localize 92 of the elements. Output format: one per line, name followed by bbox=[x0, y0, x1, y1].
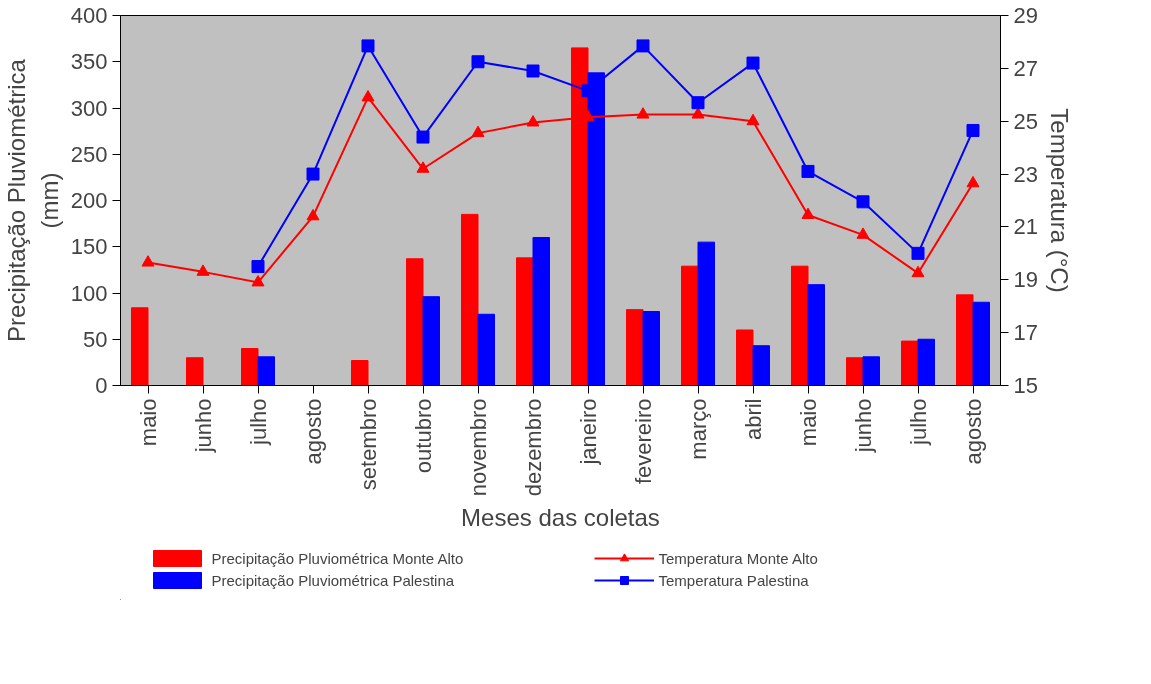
bar bbox=[846, 357, 864, 386]
bar bbox=[791, 265, 809, 386]
x-tick-label: julho bbox=[905, 398, 931, 446]
x-axis-title: Meses das coletas bbox=[461, 504, 660, 532]
y-axis-title: Precipitação Pluviométrica (mm) bbox=[3, 58, 63, 342]
point bbox=[471, 55, 485, 69]
bar bbox=[807, 284, 825, 386]
x-tick-label: outubro bbox=[410, 398, 436, 474]
y-tick-label: 300 bbox=[70, 95, 108, 121]
x-tick-label: abril bbox=[740, 398, 766, 441]
bar bbox=[642, 311, 660, 386]
point bbox=[306, 208, 320, 221]
point bbox=[361, 90, 375, 102]
point bbox=[746, 56, 760, 70]
point bbox=[416, 130, 430, 144]
bar bbox=[477, 313, 495, 386]
point bbox=[746, 113, 760, 126]
x-tick-label: agosto bbox=[960, 398, 986, 465]
x-tick-label: setembro bbox=[355, 398, 381, 491]
bar bbox=[862, 356, 880, 386]
bar bbox=[752, 345, 770, 386]
point bbox=[636, 107, 650, 119]
y-tick-label: 50 bbox=[83, 326, 108, 352]
point bbox=[856, 227, 870, 239]
y-tick-label: 400 bbox=[70, 3, 108, 28]
x-tick-label: julho bbox=[245, 398, 271, 446]
point bbox=[691, 107, 705, 119]
y2-tick-label: 21 bbox=[1013, 214, 1038, 240]
point bbox=[911, 246, 925, 260]
bar bbox=[406, 258, 424, 386]
x-tick-label: março bbox=[685, 398, 711, 460]
legend-label: Temperatura Palestina bbox=[658, 571, 810, 589]
y-tick-label: 350 bbox=[70, 49, 108, 75]
x-tick-label: agosto bbox=[300, 398, 326, 465]
bar bbox=[736, 329, 754, 386]
bar bbox=[257, 356, 275, 386]
y2-tick-label: 25 bbox=[1013, 108, 1038, 134]
y-tick-label: 250 bbox=[70, 141, 108, 167]
bar bbox=[131, 307, 149, 386]
bar bbox=[422, 296, 440, 386]
bar bbox=[697, 241, 715, 386]
x-tick-label: novembro bbox=[465, 398, 491, 497]
legend-label: Precipitação Pluviométrica Palestina bbox=[211, 571, 456, 589]
bar bbox=[681, 265, 699, 386]
x-tick-label: junho bbox=[850, 398, 876, 454]
bar bbox=[516, 257, 534, 386]
y2-tick-label: 17 bbox=[1013, 320, 1038, 346]
x-tick-label: dezembro bbox=[520, 398, 546, 497]
y-tick-label: 0 bbox=[95, 373, 108, 398]
point bbox=[526, 115, 540, 127]
bar bbox=[351, 360, 369, 386]
point bbox=[966, 123, 980, 137]
x-tick-label: janeiro bbox=[575, 398, 601, 466]
x-tick-label: maio bbox=[135, 398, 161, 447]
point bbox=[471, 125, 485, 138]
bar bbox=[917, 338, 935, 386]
point bbox=[416, 161, 430, 173]
bar bbox=[901, 340, 919, 386]
bar bbox=[956, 294, 974, 386]
point bbox=[141, 255, 155, 267]
y2-tick-label: 27 bbox=[1013, 55, 1038, 81]
y2-tick-label: 29 bbox=[1013, 3, 1038, 28]
y-tick-label: 100 bbox=[70, 280, 108, 306]
point bbox=[911, 265, 925, 278]
point bbox=[636, 39, 650, 53]
point bbox=[196, 264, 210, 276]
bar bbox=[186, 357, 204, 386]
x-tick-label: maio bbox=[795, 398, 821, 447]
y2-tick-label: 19 bbox=[1013, 267, 1038, 293]
point bbox=[526, 64, 540, 78]
y2-tick-label: 15 bbox=[1013, 373, 1038, 398]
x-tick-label: fevereiro bbox=[630, 398, 656, 485]
point bbox=[966, 175, 980, 188]
point bbox=[801, 207, 815, 219]
bar bbox=[626, 309, 644, 386]
point bbox=[306, 167, 320, 181]
x-tick-label: junho bbox=[190, 398, 216, 454]
point bbox=[691, 96, 705, 110]
y-tick-label: 200 bbox=[70, 188, 108, 213]
y2-axis-title: Temperatura (°C) bbox=[1045, 108, 1073, 293]
bar bbox=[461, 213, 479, 386]
bar bbox=[241, 348, 259, 386]
point bbox=[801, 164, 815, 178]
bar bbox=[532, 237, 550, 386]
point bbox=[856, 195, 870, 209]
y-tick-label: 150 bbox=[70, 234, 108, 260]
legend-label: Precipitação Pluviométrica Monte Alto bbox=[211, 549, 465, 567]
point bbox=[361, 39, 375, 53]
bar bbox=[972, 301, 990, 386]
point bbox=[251, 275, 265, 287]
legend-label: Temperatura Monte Alto bbox=[658, 549, 819, 567]
y2-tick-label: 23 bbox=[1013, 161, 1038, 187]
